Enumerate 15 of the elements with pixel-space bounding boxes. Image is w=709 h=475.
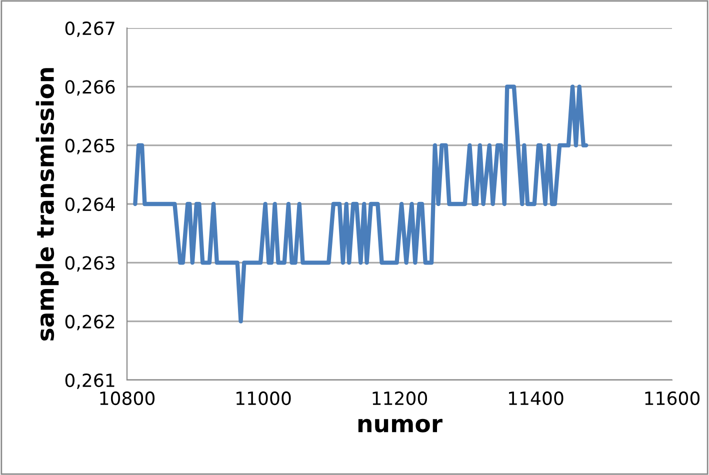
x-tick-label: 10800 [100,391,155,406]
y-tick-label: 0,266 [65,80,115,96]
x-tick-label: 11400 [509,391,564,406]
y-tick-label: 0,262 [65,314,114,330]
y-tick-label: 0,267 [65,21,114,37]
x-tick-label: 11000 [236,391,291,406]
x-tick-label: 11600 [645,391,700,406]
y-tick-label: 0,263 [65,256,114,272]
y-tick-label: 0,261 [65,373,114,389]
y-tick-label: 0,264 [65,197,115,213]
line-series [133,84,588,324]
y-tick-label: 0,265 [65,138,114,154]
y-axis-title: sample transmission [36,68,59,341]
x-tick-label: 11200 [372,391,428,406]
x-axis-title: numor [358,418,442,432]
